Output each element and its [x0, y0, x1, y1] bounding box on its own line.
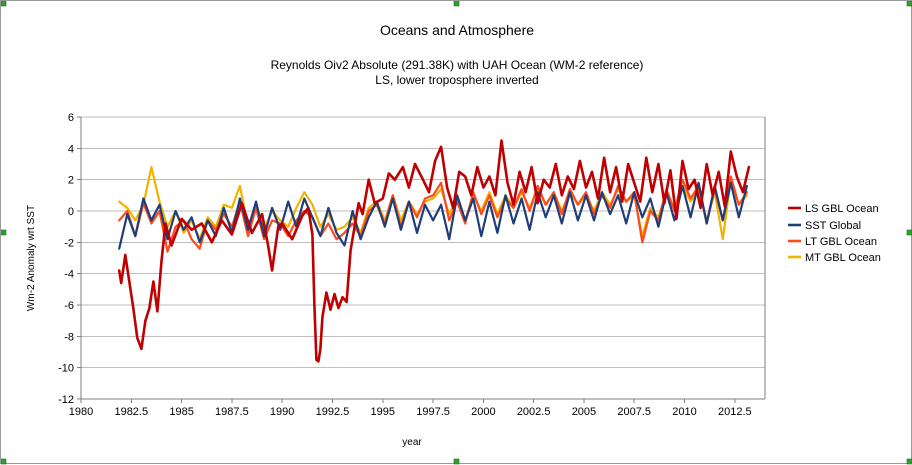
x-tick-label: 1992.5	[316, 406, 350, 418]
grid-lines	[81, 116, 765, 400]
x-tick-label: 1980	[69, 406, 93, 418]
y-tick-label: -12	[58, 394, 74, 406]
x-tick-label: 2000	[471, 406, 495, 418]
x-tick-label: 1995	[371, 406, 395, 418]
x-tick-labels: 1980 1982.5 1985 1987.5 1990 1992.5 1995 1997.5…	[69, 406, 752, 418]
plot-series	[117, 139, 751, 363]
handle-middle-left[interactable]	[1, 229, 7, 236]
y-tick-label: -2	[64, 237, 74, 249]
x-tick-label: 2005	[572, 406, 596, 418]
series-line-lt-gbl-ocean	[118, 175, 749, 253]
y-tick-label: 6	[68, 112, 74, 124]
handle-middle-right[interactable]	[906, 229, 912, 236]
y-tick-label: -6	[64, 300, 74, 312]
handle-top-right[interactable]	[906, 1, 912, 7]
legend-label: LT GBL Ocean	[805, 236, 877, 248]
y-tick-label: 2	[68, 175, 74, 187]
x-tick-label: 2002.5	[517, 406, 551, 418]
chart-title: Oceans and Atmosphere	[380, 22, 534, 38]
y-tick-label: 0	[68, 206, 74, 218]
axes	[77, 116, 766, 403]
handle-top-left[interactable]	[1, 1, 7, 7]
x-tick-label: 1997.5	[416, 406, 450, 418]
x-tick-label: 2012.5	[718, 406, 752, 418]
x-tick-label: 1985	[169, 406, 193, 418]
y-tick-labels: 6 4 2 0 -2 -4 -6 -8 -10 -12	[58, 112, 74, 406]
y-tick-label: -10	[58, 363, 74, 375]
chart-subtitle-line-1: Reynolds Oiv2 Absolute (291.38K) with UA…	[271, 58, 644, 72]
handle-bottom-center[interactable]	[453, 458, 460, 465]
x-tick-label: 1990	[270, 406, 294, 418]
x-tick-label: 2010	[672, 406, 696, 418]
chart-subtitle-line-2: LS, lower troposphere inverted	[375, 73, 538, 87]
series-line-ls-gbl-ocean	[117, 139, 751, 363]
handle-bottom-right[interactable]	[906, 458, 912, 465]
handle-top-center[interactable]	[453, 1, 460, 7]
legend-label: MT GBL Ocean	[805, 252, 881, 264]
x-tick-label: 1987.5	[215, 406, 249, 418]
handle-bottom-left[interactable]	[1, 458, 7, 465]
legend: LS GBL Ocean SST Global LT GBL Ocean MT GBL…	[788, 203, 881, 264]
y-tick-label: -4	[64, 269, 74, 281]
x-tick-label: 2007.5	[617, 406, 651, 418]
y-axis-label: Wm-2 Anomaly wrt SST	[26, 205, 37, 311]
x-axis-label: year	[402, 437, 422, 448]
y-tick-label: -8	[64, 331, 74, 343]
series-line-sst-global	[118, 181, 749, 250]
legend-label: LS GBL Ocean	[805, 203, 879, 215]
legend-label: SST Global	[805, 220, 861, 232]
y-tick-label: 4	[68, 143, 74, 155]
x-tick-label: 1982.5	[114, 406, 148, 418]
